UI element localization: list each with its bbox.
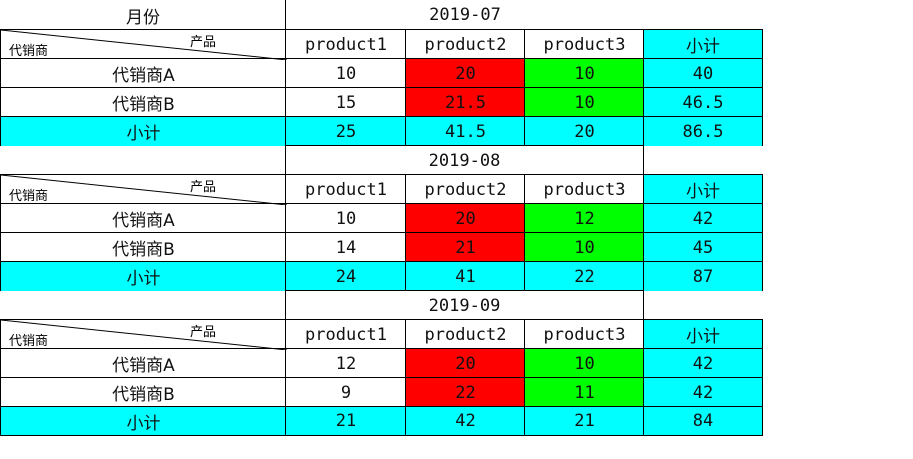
- column-header-product1[interactable]: product1: [285, 319, 406, 349]
- diagonal-header-cell[interactable]: 产品 代销商: [0, 29, 287, 60]
- cell-product1[interactable]: 10: [285, 203, 406, 233]
- diagonal-line: [1, 30, 287, 60]
- subtotal-product2[interactable]: 41.5: [405, 116, 525, 146]
- subtotal-product1[interactable]: 25: [285, 116, 406, 146]
- cell-product1[interactable]: 9: [285, 377, 406, 407]
- cell-product2[interactable]: 20: [405, 203, 525, 233]
- row-label-reseller-a[interactable]: 代销商A: [0, 348, 286, 378]
- subtotal-total[interactable]: 84: [643, 406, 763, 436]
- month-cell[interactable]: 2019-07: [285, 0, 644, 30]
- product-corner-label: 产品: [189, 325, 216, 340]
- cell-product3[interactable]: 10: [524, 58, 644, 88]
- cell-row-total[interactable]: 42: [643, 377, 763, 407]
- subtotal-product2[interactable]: 41: [405, 261, 525, 291]
- subtotal-product1[interactable]: 21: [285, 406, 406, 436]
- row-label-reseller-b[interactable]: 代销商B: [0, 87, 286, 117]
- cell-product2[interactable]: 20: [405, 348, 525, 378]
- row-label-subtotal[interactable]: 小计: [0, 116, 286, 146]
- row-label-reseller-a[interactable]: 代销商A: [0, 203, 286, 233]
- cell-row-total[interactable]: 46.5: [643, 87, 763, 117]
- product-corner-label: 产品: [189, 35, 216, 50]
- subtotal-product3[interactable]: 20: [524, 116, 644, 146]
- row-label-subtotal[interactable]: 小计: [0, 406, 286, 436]
- cell-product2[interactable]: 22: [405, 377, 525, 407]
- column-header-subtotal[interactable]: 小计: [643, 319, 763, 349]
- column-header-product3[interactable]: product3: [524, 29, 644, 59]
- row-label-reseller-b[interactable]: 代销商B: [0, 232, 286, 262]
- column-header-product2[interactable]: product2: [405, 174, 525, 204]
- month-cell[interactable]: 2019-09: [285, 290, 644, 320]
- subtotal-product2[interactable]: 42: [405, 406, 525, 436]
- column-header-product3[interactable]: product3: [524, 319, 644, 349]
- cell-product3[interactable]: 11: [524, 377, 644, 407]
- subtotal-product1[interactable]: 24: [285, 261, 406, 291]
- cell-product2[interactable]: 21: [405, 232, 525, 262]
- column-header-subtotal[interactable]: 小计: [643, 174, 763, 204]
- cell-product2[interactable]: 21.5: [405, 87, 525, 117]
- diagonal-header-cell[interactable]: 产品 代销商: [0, 174, 287, 205]
- cell-product3[interactable]: 10: [524, 87, 644, 117]
- cell-product1[interactable]: 14: [285, 232, 406, 262]
- column-header-product1[interactable]: product1: [285, 29, 406, 59]
- row-label-reseller-b[interactable]: 代销商B: [0, 377, 286, 407]
- cell-product3[interactable]: 12: [524, 203, 644, 233]
- month-cell[interactable]: 2019-08: [285, 145, 644, 175]
- cell-product3[interactable]: 10: [524, 232, 644, 262]
- cell-product1[interactable]: 12: [285, 348, 406, 378]
- row-label-reseller-a[interactable]: 代销商A: [0, 58, 286, 88]
- subtotal-product3[interactable]: 22: [524, 261, 644, 291]
- month-header-cell[interactable]: 月份: [126, 7, 160, 28]
- diagonal-line: [1, 175, 287, 205]
- cell-row-total[interactable]: 40: [643, 58, 763, 88]
- cell-product2[interactable]: 20: [405, 58, 525, 88]
- column-header-product1[interactable]: product1: [285, 174, 406, 204]
- diagonal-line: [1, 320, 287, 350]
- cell-product3[interactable]: 10: [524, 348, 644, 378]
- row-label-subtotal[interactable]: 小计: [0, 261, 286, 291]
- column-header-product2[interactable]: product2: [405, 29, 525, 59]
- cell-product1[interactable]: 15: [285, 87, 406, 117]
- reseller-corner-label: 代销商: [9, 334, 49, 349]
- column-header-product2[interactable]: product2: [405, 319, 525, 349]
- subtotal-product3[interactable]: 21: [524, 406, 644, 436]
- diagonal-header-cell[interactable]: 产品 代销商: [0, 319, 287, 350]
- reseller-corner-label: 代销商: [9, 189, 49, 204]
- product-corner-label: 产品: [189, 180, 216, 195]
- cell-row-total[interactable]: 45: [643, 232, 763, 262]
- reseller-corner-label: 代销商: [9, 44, 49, 59]
- subtotal-total[interactable]: 86.5: [643, 116, 763, 146]
- column-header-product3[interactable]: product3: [524, 174, 644, 204]
- subtotal-total[interactable]: 87: [643, 261, 763, 291]
- cell-row-total[interactable]: 42: [643, 203, 763, 233]
- cell-product1[interactable]: 10: [285, 58, 406, 88]
- column-header-subtotal[interactable]: 小计: [643, 29, 763, 59]
- cell-row-total[interactable]: 42: [643, 348, 763, 378]
